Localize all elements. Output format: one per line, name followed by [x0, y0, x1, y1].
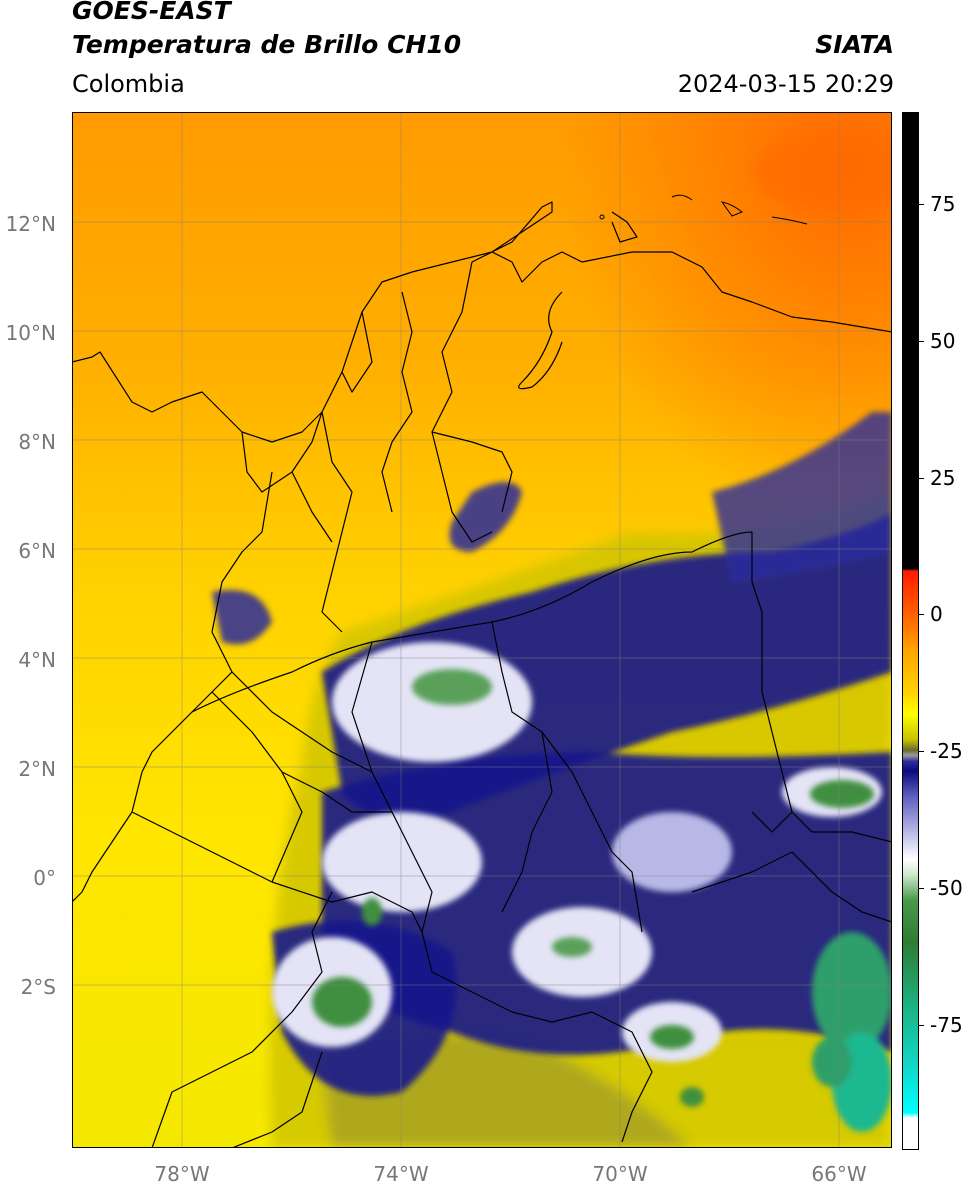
lon-label-70w: 70°W	[592, 1162, 648, 1186]
colorbar-tick	[918, 1025, 924, 1026]
source-label: SIATA	[815, 30, 894, 59]
lon-label-74w: 74°W	[373, 1162, 429, 1186]
lat-label-2n: 2°N	[18, 757, 56, 781]
lon-label-66w: 66°W	[811, 1162, 867, 1186]
map-frame	[72, 112, 892, 1148]
colorbar-label-minus25: -25	[930, 739, 963, 763]
lat-label-6n: 6°N	[18, 539, 56, 563]
colorbar-label-75: 75	[930, 192, 956, 216]
lon-label-78w: 78°W	[154, 1162, 210, 1186]
colorbar	[902, 112, 919, 1150]
colorbar-label-minus75: -75	[930, 1013, 963, 1037]
title-line-2: Temperatura de Brillo CH10	[72, 30, 462, 59]
lat-label-4n: 4°N	[18, 648, 56, 672]
colorbar-tick	[918, 614, 924, 615]
colorbar-tick	[918, 478, 924, 479]
datetime-label: 2024-03-15 20:29	[677, 70, 894, 98]
colorbar-tick	[918, 751, 924, 752]
region-label: Colombia	[72, 70, 185, 98]
lat-label-12n: 12°N	[5, 212, 56, 236]
lat-label-2s: 2°S	[20, 975, 56, 999]
colorbar-label-25: 25	[930, 466, 956, 490]
lat-label-10n: 10°N	[5, 321, 56, 345]
colorbar-tick	[918, 204, 924, 205]
colorbar-tick	[918, 888, 924, 889]
lat-label-0: 0°	[33, 866, 56, 890]
lat-label-8n: 8°N	[18, 430, 56, 454]
colorbar-tick	[918, 341, 924, 342]
brightness-temperature-map	[72, 112, 892, 1148]
title-line-1: GOES-EAST	[72, 0, 231, 25]
colorbar-label-0: 0	[930, 602, 943, 626]
colorbar-label-50: 50	[930, 329, 956, 353]
colorbar-label-minus50: -50	[930, 876, 963, 900]
